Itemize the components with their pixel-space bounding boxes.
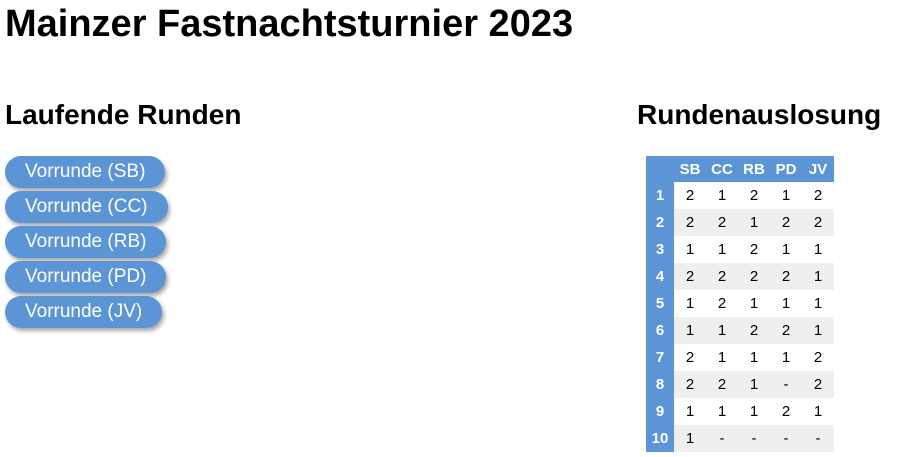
table-cell: 1: [706, 344, 738, 371]
table-cell: 1: [802, 317, 834, 344]
table-cell: -: [738, 425, 770, 452]
table-cell: -: [706, 425, 738, 452]
table-row: 10 1- - - -: [646, 425, 834, 452]
table-cell: 1: [802, 263, 834, 290]
draw-column-header: RB: [738, 156, 770, 182]
table-cell: 2: [738, 317, 770, 344]
table-cell: 1: [706, 317, 738, 344]
table-cell: 2: [738, 236, 770, 263]
table-cell: -: [770, 371, 802, 398]
running-rounds-heading: Laufende Runden: [5, 99, 242, 130]
round-number: 6: [646, 317, 674, 344]
table-cell: 1: [738, 290, 770, 317]
table-cell: 2: [706, 371, 738, 398]
running-rounds-section: Laufende Runden Vorrunde (SB) Vorrunde (C…: [5, 98, 241, 331]
table-cell: 1: [738, 344, 770, 371]
table-cell: 2: [706, 209, 738, 236]
table-cell: 2: [706, 263, 738, 290]
round-button[interactable]: Vorrunde (RB): [5, 226, 167, 258]
draw-table-header-row: SB CC RB PD JV: [646, 156, 834, 182]
table-cell: 1: [770, 290, 802, 317]
round-number: 3: [646, 236, 674, 263]
table-cell: 2: [674, 344, 706, 371]
table-cell: 1: [770, 344, 802, 371]
table-cell: 2: [770, 398, 802, 425]
round-number: 5: [646, 290, 674, 317]
table-cell: 2: [738, 182, 770, 209]
table-cell: 2: [674, 182, 706, 209]
table-cell: 1: [770, 182, 802, 209]
round-number: 4: [646, 263, 674, 290]
table-cell: 2: [674, 209, 706, 236]
draw-column-header: PD: [770, 156, 802, 182]
round-button[interactable]: Vorrunde (SB): [5, 156, 166, 188]
round-number: 1: [646, 182, 674, 209]
table-cell: 1: [674, 398, 706, 425]
table-cell: 1: [738, 209, 770, 236]
round-number: 2: [646, 209, 674, 236]
table-cell: 2: [802, 182, 834, 209]
table-cell: 2: [770, 317, 802, 344]
table-cell: 2: [674, 263, 706, 290]
draw-heading: Rundenauslosung: [637, 99, 882, 130]
table-cell: 1: [738, 398, 770, 425]
table-cell: 2: [674, 371, 706, 398]
table-cell: 1: [802, 290, 834, 317]
table-cell: 2: [802, 209, 834, 236]
table-cell: 2: [706, 290, 738, 317]
round-number: 10: [646, 425, 674, 452]
table-cell: 1: [706, 182, 738, 209]
draw-table-corner: [646, 156, 674, 182]
table-cell: 2: [770, 209, 802, 236]
table-cell: 1: [706, 398, 738, 425]
round-button[interactable]: Vorrunde (CC): [5, 191, 168, 223]
round-number: 7: [646, 344, 674, 371]
table-cell: 1: [738, 371, 770, 398]
table-cell: 2: [738, 263, 770, 290]
draw-column-header: SB: [674, 156, 706, 182]
table-cell: 1: [802, 236, 834, 263]
draw-column-header: JV: [802, 156, 834, 182]
table-cell: 1: [770, 236, 802, 263]
table-cell: 2: [770, 263, 802, 290]
table-cell: 1: [674, 290, 706, 317]
table-cell: 1: [674, 236, 706, 263]
page-title: Mainzer Fastnachtsturnier 2023: [5, 3, 574, 45]
round-number: 8: [646, 371, 674, 398]
table-cell: 1: [674, 317, 706, 344]
table-cell: 2: [802, 344, 834, 371]
draw-column-header: CC: [706, 156, 738, 182]
round-button[interactable]: Vorrunde (JV): [5, 296, 163, 328]
table-cell: 1: [674, 425, 706, 452]
round-button[interactable]: Vorrunde (PD): [5, 261, 167, 293]
running-rounds-list: Vorrunde (SB) Vorrunde (CC) Vorrunde (RB) V…: [5, 156, 241, 328]
table-cell: -: [770, 425, 802, 452]
round-number: 9: [646, 398, 674, 425]
table-cell: -: [802, 425, 834, 452]
table-cell: 2: [802, 371, 834, 398]
table-cell: 1: [802, 398, 834, 425]
table-cell: 1: [706, 236, 738, 263]
